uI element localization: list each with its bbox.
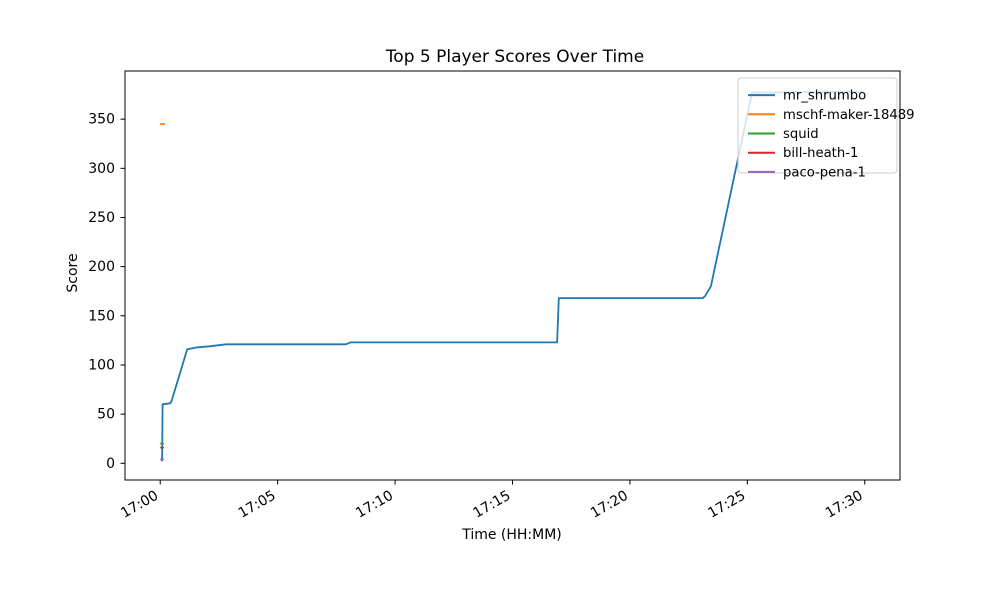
x-tick-label: 17:15: [471, 488, 514, 522]
legend-label: mschf-maker-18489: [783, 108, 915, 123]
y-tick-label: 100: [88, 357, 115, 373]
y-tick-label: 150: [88, 308, 115, 324]
legend-label: bill-heath-1: [783, 146, 858, 161]
legend-item: squid: [748, 127, 819, 142]
y-tick-label: 200: [88, 259, 115, 275]
legend: mr_shrumbo mschf-maker-18489 squid bill-hea…: [737, 77, 915, 180]
series-line-mr_shrumbo: [161, 90, 863, 462]
y-axis-label: Score: [65, 253, 81, 292]
y-tick-label: 300: [88, 161, 115, 177]
x-axis-label: Time (HH:MM): [461, 527, 562, 543]
x-tick-label: 17:30: [823, 488, 866, 522]
legend-label: paco-pena-1: [783, 165, 866, 180]
legend-item: paco-pena-1: [748, 165, 866, 180]
legend-item: mschf-maker-18489: [748, 108, 915, 123]
x-tick-label: 17:20: [588, 488, 631, 522]
x-tick-label: 17:10: [353, 488, 396, 522]
x-tick-label: 17:00: [118, 488, 161, 522]
legend-item: bill-heath-1: [748, 146, 858, 161]
y-tick-label: 250: [88, 210, 115, 226]
x-tick-label: 17:25: [705, 488, 748, 522]
y-tick-label: 350: [88, 112, 115, 128]
x-tick-label: 17:05: [236, 488, 279, 522]
legend-label: mr_shrumbo: [783, 89, 866, 104]
y-tick-label: 0: [106, 456, 115, 472]
chart-title: Top 5 Player Scores Over Time: [385, 47, 644, 67]
legend-label: squid: [783, 127, 819, 142]
y-tick-label: 50: [97, 407, 115, 423]
legend-item: mr_shrumbo: [748, 89, 866, 104]
legend-box: [737, 77, 898, 174]
